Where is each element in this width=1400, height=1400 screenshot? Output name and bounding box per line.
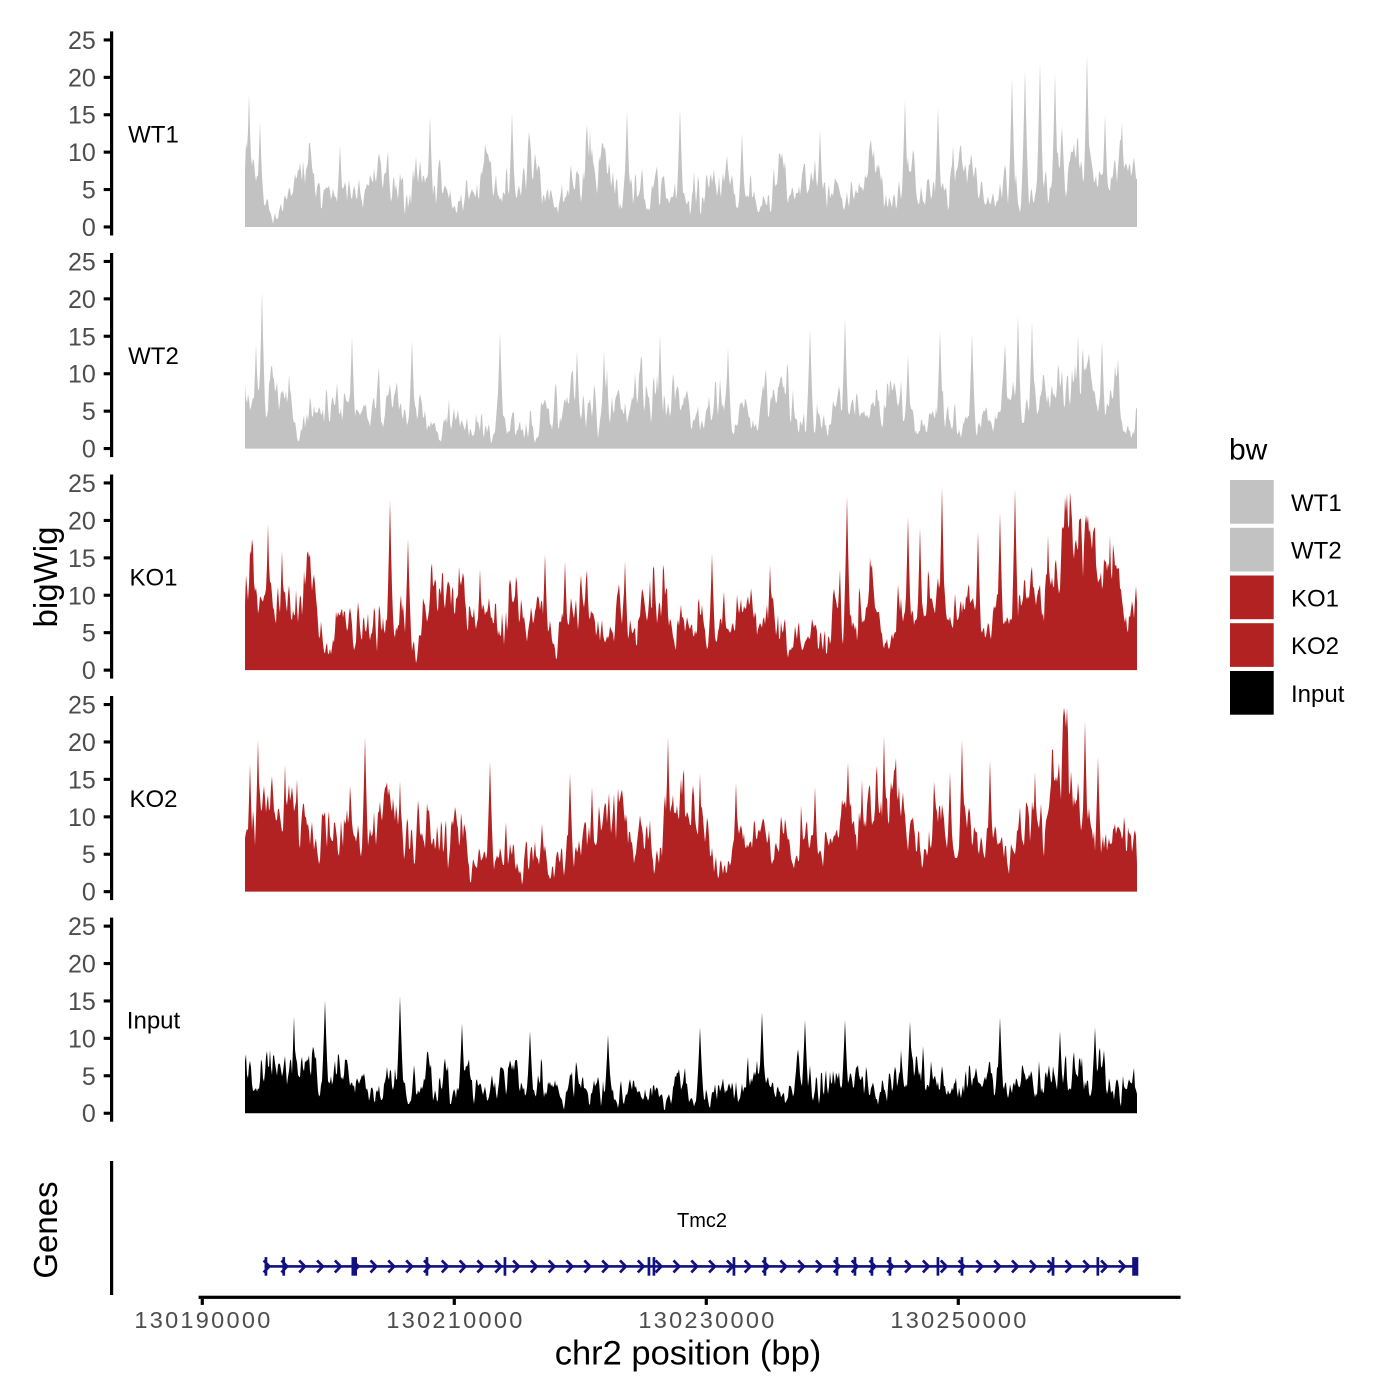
- svg-text:10: 10: [68, 582, 96, 610]
- svg-text:10: 10: [68, 361, 96, 389]
- svg-text:15: 15: [68, 545, 96, 573]
- svg-text:10: 10: [68, 139, 96, 167]
- svg-text:15: 15: [68, 766, 96, 794]
- svg-text:WT2: WT2: [128, 343, 179, 370]
- svg-text:25: 25: [68, 692, 96, 720]
- svg-text:5: 5: [82, 177, 96, 205]
- svg-text:Input: Input: [127, 1008, 181, 1035]
- svg-text:130190000: 130190000: [134, 1307, 272, 1333]
- svg-text:Genes: Genes: [27, 1181, 64, 1278]
- svg-text:KO1: KO1: [1291, 585, 1339, 612]
- svg-text:130210000: 130210000: [386, 1307, 524, 1333]
- svg-text:25: 25: [68, 913, 96, 941]
- svg-text:KO2: KO2: [1291, 633, 1339, 660]
- svg-text:5: 5: [82, 841, 96, 869]
- svg-text:15: 15: [68, 102, 96, 130]
- svg-text:Tmc2: Tmc2: [677, 1210, 727, 1232]
- svg-text:0: 0: [82, 436, 96, 464]
- svg-text:10: 10: [68, 1025, 96, 1053]
- svg-text:5: 5: [82, 398, 96, 426]
- svg-text:WT1: WT1: [128, 121, 179, 148]
- svg-text:15: 15: [68, 988, 96, 1016]
- svg-text:5: 5: [82, 620, 96, 648]
- svg-text:WT2: WT2: [1291, 538, 1342, 565]
- svg-text:25: 25: [68, 27, 96, 55]
- svg-text:130230000: 130230000: [638, 1307, 776, 1333]
- svg-text:20: 20: [68, 64, 96, 92]
- svg-text:5: 5: [82, 1063, 96, 1091]
- svg-text:0: 0: [82, 1100, 96, 1128]
- svg-text:0: 0: [82, 214, 96, 242]
- svg-text:20: 20: [68, 729, 96, 757]
- svg-text:20: 20: [68, 286, 96, 314]
- svg-text:Input: Input: [1291, 681, 1345, 708]
- svg-text:130250000: 130250000: [890, 1307, 1028, 1333]
- svg-text:0: 0: [82, 879, 96, 907]
- svg-text:WT1: WT1: [1291, 490, 1342, 517]
- svg-text:25: 25: [68, 249, 96, 277]
- svg-text:25: 25: [68, 470, 96, 498]
- svg-text:KO2: KO2: [129, 786, 177, 813]
- svg-text:bigWig: bigWig: [27, 527, 64, 628]
- svg-text:15: 15: [68, 323, 96, 351]
- svg-text:KO1: KO1: [129, 565, 177, 592]
- svg-text:20: 20: [68, 507, 96, 535]
- svg-text:10: 10: [68, 804, 96, 832]
- svg-text:bw: bw: [1229, 434, 1268, 467]
- svg-text:20: 20: [68, 951, 96, 979]
- svg-text:0: 0: [82, 657, 96, 685]
- svg-text:chr2 position (bp): chr2 position (bp): [555, 1335, 822, 1373]
